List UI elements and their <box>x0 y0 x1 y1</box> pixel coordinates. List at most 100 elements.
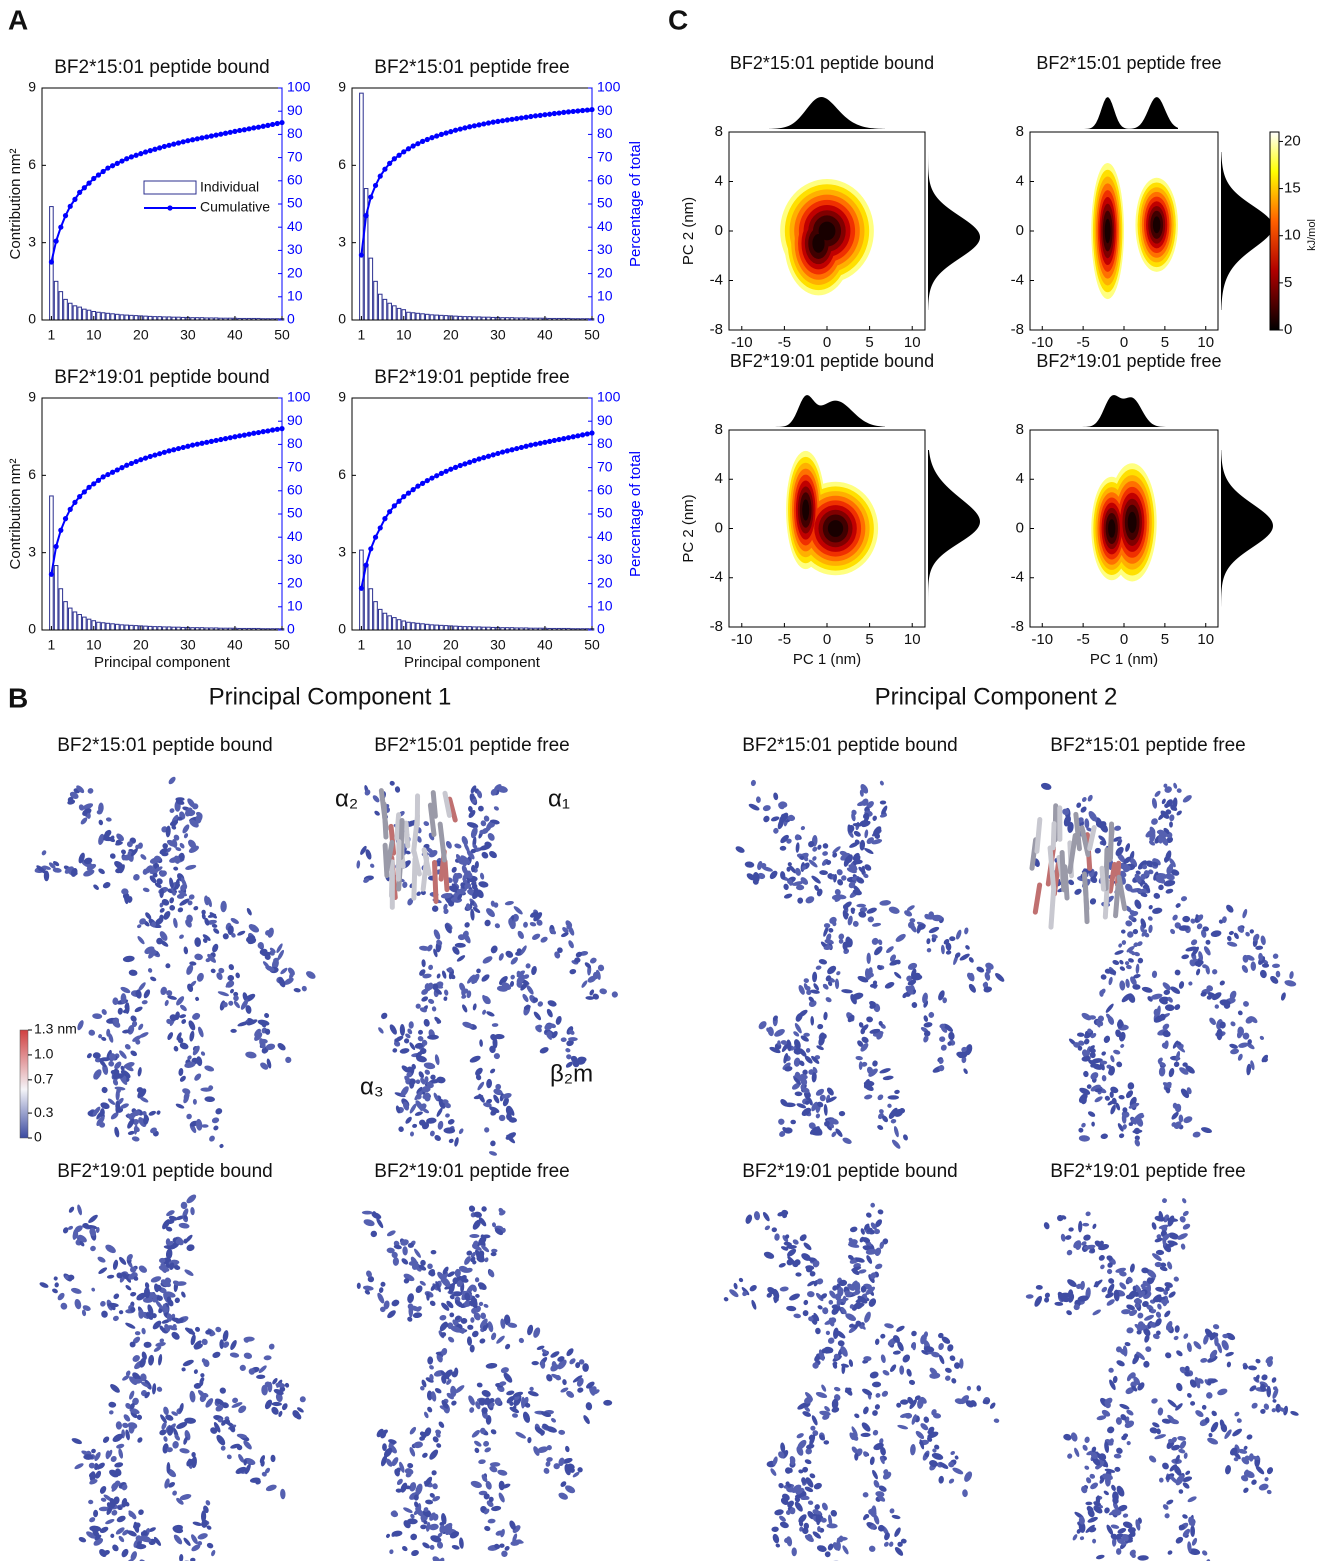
residue-arrow <box>92 1013 102 1019</box>
y2-tick-label: 70 <box>287 148 303 164</box>
y2-tick-label: 30 <box>287 551 303 567</box>
cumulative-point <box>91 481 96 486</box>
y2-tick-label: 60 <box>287 482 303 498</box>
residue-arrow <box>1237 1053 1244 1061</box>
x-tick-label: 10 <box>396 327 412 343</box>
residue-arrow <box>1137 957 1144 964</box>
residue-arrow <box>174 1297 181 1304</box>
residue-arrow <box>230 917 240 925</box>
residue-arrow <box>750 779 756 786</box>
y2-tick-label: 50 <box>287 195 303 211</box>
residue-arrow <box>169 808 175 814</box>
residue-arrow <box>1238 1042 1249 1049</box>
residue-arrow <box>1224 1465 1231 1475</box>
residue-arrow <box>505 900 515 906</box>
residue-arrow <box>476 1081 485 1091</box>
residue-arrow <box>1167 1290 1176 1299</box>
residue-arrow <box>386 1309 397 1320</box>
cumulative-point <box>157 145 162 150</box>
cumulative-point <box>378 174 383 179</box>
bar <box>116 624 120 630</box>
bar <box>153 317 157 320</box>
cumulative-point <box>190 137 195 142</box>
cumulative-line <box>361 110 592 255</box>
residue-arrow <box>902 1134 909 1142</box>
residue-arrow <box>1164 1512 1171 1519</box>
cumulative-point <box>119 465 124 470</box>
residue-arrow <box>171 1490 177 1497</box>
residue-arrow <box>265 1483 278 1492</box>
residue-arrow <box>910 1330 917 1337</box>
residue-arrow <box>1072 1533 1079 1541</box>
cumulative-point <box>251 431 256 436</box>
cumulative-point <box>575 108 580 113</box>
residue-arrow <box>853 1412 860 1419</box>
residue-arrow <box>1109 1055 1115 1063</box>
residue-arrow <box>484 919 491 926</box>
residue-arrow <box>1107 1277 1115 1285</box>
residue-arrow <box>439 1314 447 1321</box>
residue-arrow <box>59 1302 68 1311</box>
residue-arrow <box>1113 1049 1121 1055</box>
bar <box>369 258 373 320</box>
cumulative-point <box>387 161 392 166</box>
residue-arrow <box>1176 788 1182 794</box>
bar <box>158 317 162 320</box>
residue-arrow <box>555 1015 563 1025</box>
residue-arrow <box>226 1454 233 1461</box>
residue-arrow <box>220 1445 226 1451</box>
residue-arrow <box>490 1428 498 1435</box>
residue-arrow <box>877 1209 884 1215</box>
bar <box>426 314 430 320</box>
residue-arrow <box>363 1285 374 1291</box>
x-marginal <box>769 97 885 129</box>
cumulative-point <box>533 113 538 118</box>
residue-arrow <box>481 1009 486 1015</box>
residue-arrow <box>388 1023 398 1036</box>
residue-arrow <box>104 1518 115 1525</box>
residue-arrow <box>872 815 878 822</box>
residue-arrow <box>1156 1303 1162 1310</box>
residue-arrow <box>887 1103 892 1108</box>
x-tick-label: -10 <box>1031 631 1053 648</box>
residue-arrow <box>184 1326 196 1336</box>
residue-arrow <box>756 796 761 803</box>
residue-arrow <box>109 852 117 860</box>
residue-arrow <box>1182 1223 1191 1231</box>
bar <box>454 626 458 630</box>
residue-arrow <box>1174 1535 1184 1545</box>
cumulative-point <box>171 142 176 147</box>
residue-arrow <box>1271 1376 1277 1383</box>
residue-arrow <box>770 815 780 822</box>
residue-arrow <box>1250 1478 1258 1485</box>
cumulative-point <box>580 108 585 113</box>
residue-arrow <box>459 1537 465 1549</box>
residue-arrow <box>116 1514 127 1523</box>
residue-arrow <box>603 1400 612 1406</box>
bar <box>378 294 382 320</box>
residue-arrow <box>1192 1340 1203 1351</box>
residue-arrow <box>185 1113 193 1121</box>
structure-title: BF2*15:01 peptide bound <box>57 735 273 756</box>
residue-arrow <box>403 1038 410 1045</box>
residue-arrow <box>1085 1502 1092 1506</box>
residue-arrow <box>227 975 234 982</box>
residue-arrow <box>386 1229 397 1237</box>
residue-arrow <box>74 1298 83 1310</box>
cumulative-point <box>415 484 420 489</box>
residue-arrow <box>799 876 809 887</box>
x-marginal <box>1070 97 1178 129</box>
residue-arrow <box>1178 1489 1183 1494</box>
residue-arrow <box>1143 1361 1150 1368</box>
residue-arrow <box>728 1288 740 1299</box>
bar <box>148 316 152 320</box>
bar <box>83 309 87 320</box>
cumulative-point <box>524 115 529 120</box>
x-axis-label: PC 1 (nm) <box>1090 651 1158 668</box>
residue-arrow <box>738 1277 744 1283</box>
y-tick-label: -4 <box>1011 271 1024 288</box>
y2-tick-label: 90 <box>597 102 613 118</box>
residue-arrow <box>134 1005 144 1013</box>
x-tick-label: 10 <box>86 327 102 343</box>
residue-arrow <box>427 1035 439 1040</box>
